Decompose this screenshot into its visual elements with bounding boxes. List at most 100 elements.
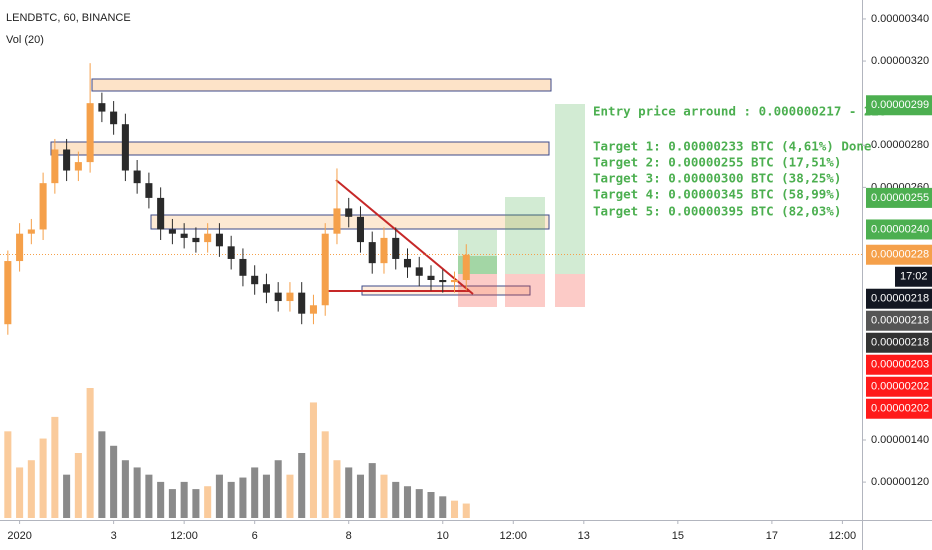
candle-body [63, 149, 71, 171]
volume-bar [98, 431, 106, 518]
candle-body [180, 233, 188, 238]
x-tick-label: 13 [578, 530, 590, 542]
x-tick-label: 12:00 [170, 530, 198, 542]
volume-bar [133, 467, 141, 518]
candle-body [215, 233, 223, 247]
price-badge-label: 0.00000228 [871, 249, 929, 261]
annotation: Target 2: 0.00000255 BTC (17,51%) [593, 155, 841, 170]
candle-body [427, 275, 435, 280]
price-badge-label: 0.00000202 [871, 381, 929, 393]
price-badge [866, 95, 932, 116]
y-tick-label: 0.00000120 [871, 476, 929, 488]
target-box [505, 197, 545, 274]
volume-bar [439, 496, 447, 518]
price-badge [866, 398, 932, 419]
countdown: 17:02 [900, 271, 928, 283]
volume-label: Vol (20) [6, 34, 44, 46]
y-tick-label: 0.00000340 [871, 13, 929, 25]
x-tick-label: 10 [437, 530, 449, 542]
price-badge [866, 244, 932, 265]
x-tick-label: 17 [766, 530, 778, 542]
x-tick-label: 15 [672, 530, 684, 542]
price-badge [866, 187, 932, 208]
volume-bar [333, 460, 341, 518]
volume-bar [74, 453, 82, 518]
drawings [0, 78, 862, 307]
x-tick-label: 3 [111, 530, 117, 542]
volume-bar [157, 481, 165, 518]
volume-bar [168, 489, 176, 518]
volume-bar [427, 492, 435, 518]
volume-bar [27, 460, 35, 518]
price-badge-label: 0.00000218 [871, 293, 929, 305]
price-badge-label: 0.00000299 [871, 99, 929, 111]
volume-bar [121, 460, 129, 518]
volume-bar [251, 467, 259, 518]
volume-bar [286, 474, 294, 518]
volume-bar [380, 474, 388, 518]
annotations: Entry price arround : 0.000000217 - 220 T… [593, 104, 887, 219]
candle-body [380, 237, 388, 264]
candle-body [309, 305, 317, 314]
volume-bar [204, 486, 212, 518]
candle-body [274, 292, 282, 302]
candle-body [51, 149, 59, 184]
candle-body [392, 237, 400, 259]
candle-body [74, 162, 82, 171]
candle-body [415, 267, 423, 276]
candle-body [157, 197, 165, 230]
zone [50, 141, 550, 156]
volume-bar [403, 486, 412, 518]
price-badge [866, 310, 932, 331]
candle-body [204, 233, 212, 243]
volume-bar [227, 481, 235, 518]
candle-body [450, 280, 459, 283]
price-badge [866, 354, 932, 375]
volume-bar [309, 402, 317, 518]
volume-bar [16, 467, 24, 518]
volume-bar [321, 431, 329, 518]
candle-body [227, 246, 235, 259]
candle-body [368, 242, 376, 264]
candle-body [298, 292, 306, 314]
candle-body [39, 183, 47, 230]
candle-body [110, 111, 118, 125]
candle-body [403, 258, 412, 268]
price-badge-label: 0.00000218 [871, 337, 929, 349]
target-box [555, 104, 585, 274]
annotation: Target 3: 0.00000300 BTC (38,25%) [593, 171, 841, 186]
volume-bar [450, 500, 459, 518]
volume-bar [63, 474, 71, 518]
volume-bar [4, 431, 12, 518]
candle-body [239, 258, 247, 276]
y-tick-label: 0.00000280 [871, 139, 929, 151]
candle-body [333, 208, 341, 234]
candle-body [321, 233, 329, 306]
volume-bar [298, 453, 306, 518]
price-badge-label: 0.00000240 [871, 223, 929, 235]
zone [91, 78, 552, 92]
candle-body [462, 254, 470, 280]
candle-body [121, 124, 129, 171]
candle-body [98, 103, 106, 112]
candle-body [4, 261, 12, 325]
x-tick-label: 12:00 [829, 530, 857, 542]
volume-bar [215, 474, 223, 518]
price-badge [866, 376, 932, 397]
countdown-badge [895, 266, 932, 287]
candle-body [86, 103, 94, 163]
volume-bar [368, 463, 376, 518]
y-tick-label: 0.00000320 [871, 55, 929, 67]
trend-line [335, 179, 474, 295]
volume-bar [192, 489, 200, 518]
annotation: Target 4: 0.00000345 BTC (58,99%) [593, 187, 841, 202]
stop-box [555, 274, 585, 307]
volume-bar [180, 481, 188, 518]
volume-bar [392, 481, 400, 518]
annotation: Entry price arround : 0.000000217 - 220 [593, 104, 887, 119]
annotation: Target 5: 0.00000395 BTC (82,03%) [593, 204, 841, 219]
volume-bar [462, 503, 470, 518]
volume-bar [274, 460, 282, 518]
annotation: Target 1: 0.00000233 BTC (4,61%) Done [593, 139, 872, 154]
